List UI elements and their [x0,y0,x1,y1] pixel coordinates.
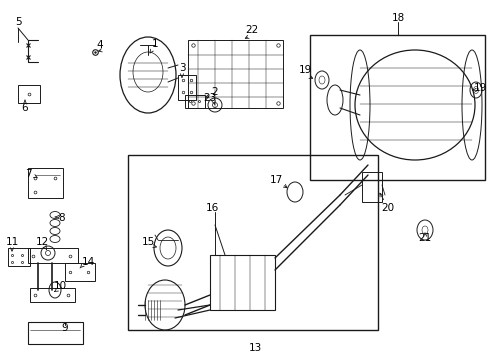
Text: 14: 14 [81,257,95,267]
Bar [309,35,484,180]
Text: 22: 22 [245,25,258,35]
Bar [65,263,95,281]
Bar [187,40,283,108]
Bar [128,155,377,330]
Text: 17: 17 [269,175,282,185]
Text: 4: 4 [97,40,103,50]
Bar [18,85,40,103]
Bar [28,248,78,263]
Bar [30,288,75,302]
Text: 3: 3 [178,63,185,73]
Text: 23: 23 [203,93,216,103]
Text: 9: 9 [61,323,68,333]
Text: 18: 18 [390,13,404,23]
Text: 20: 20 [381,203,394,213]
Text: 15: 15 [141,237,154,247]
Text: 16: 16 [205,203,218,213]
Text: 19: 19 [472,83,486,93]
Bar [209,255,274,310]
Text: 7: 7 [24,169,31,179]
Text: 21: 21 [418,233,431,243]
Text: 12: 12 [35,237,48,247]
Text: 11: 11 [5,237,19,247]
Text: 19: 19 [298,65,311,75]
Bar [8,248,30,266]
Bar [28,322,83,344]
Text: 6: 6 [21,103,28,113]
Text: 8: 8 [59,213,65,223]
Bar [178,75,196,100]
Text: 2: 2 [211,87,218,97]
Text: 1: 1 [151,39,158,49]
Bar [184,95,204,108]
Text: 10: 10 [53,281,66,291]
Text: 13: 13 [248,343,261,353]
Bar [28,168,63,198]
Bar [361,172,381,202]
Text: 5: 5 [15,17,21,27]
